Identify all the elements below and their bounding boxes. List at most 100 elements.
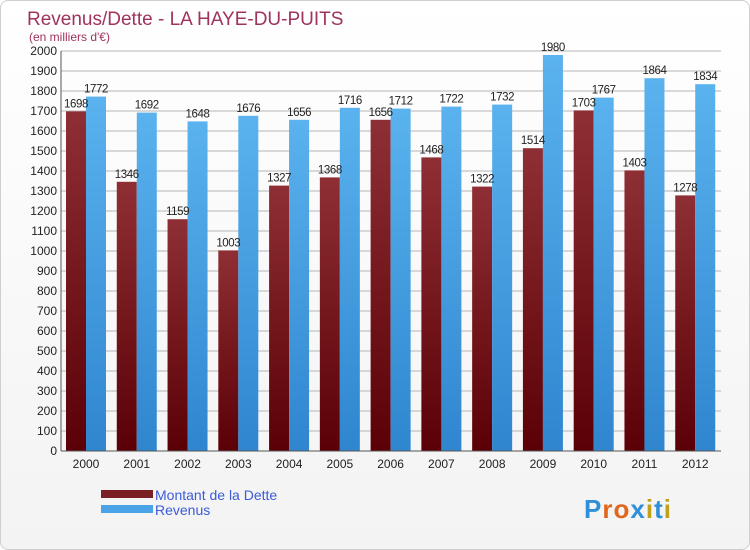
y-tick-label: 1600 (30, 124, 57, 138)
bar-revenus (289, 119, 310, 452)
y-tick-label: 200 (37, 404, 57, 418)
bar-dette (624, 170, 645, 451)
data-label-revenus: 1772 (84, 84, 108, 96)
bar-dette (319, 177, 340, 451)
bar-dette (269, 185, 290, 451)
y-tick-label: 800 (37, 284, 57, 298)
bar-dette (218, 250, 239, 451)
bar-dette (370, 119, 391, 452)
data-label-revenus: 1980 (541, 42, 565, 54)
data-label-revenus: 1864 (642, 65, 667, 77)
data-label-revenus: 1834 (693, 71, 718, 83)
bar-revenus (542, 55, 563, 451)
legend-swatch-revenus (101, 505, 153, 513)
bar-dette (421, 157, 442, 451)
data-label-dette: 1003 (216, 237, 240, 249)
data-label-revenus: 1676 (236, 103, 260, 115)
y-tick-label: 300 (37, 384, 57, 398)
bar-dette (675, 195, 696, 451)
data-label-dette: 1656 (369, 107, 393, 119)
bar-dette (116, 181, 137, 452)
chart-subtitle: (en milliers d'€) (29, 30, 110, 44)
x-tick-label: 2004 (276, 457, 303, 471)
data-label-dette: 1322 (470, 174, 494, 186)
legend-label-revenus: Revenus (155, 502, 210, 518)
y-tick-label: 2000 (30, 44, 57, 58)
y-tick-label: 600 (37, 324, 57, 338)
bar-revenus (695, 84, 716, 451)
y-tick-label: 1700 (30, 104, 57, 118)
data-label-dette: 1278 (673, 182, 697, 194)
x-tick-label: 2000 (73, 457, 100, 471)
bar-dette (522, 148, 543, 451)
y-tick-label: 1900 (30, 64, 57, 78)
bar-dette (573, 110, 594, 452)
data-label-revenus: 1767 (592, 85, 616, 97)
data-label-dette: 1468 (419, 144, 443, 156)
bar-revenus (238, 115, 259, 452)
data-label-dette: 1368 (318, 164, 342, 176)
data-label-dette: 1703 (572, 97, 596, 109)
data-label-revenus: 1656 (287, 107, 311, 119)
bar-revenus (441, 106, 462, 451)
data-label-revenus: 1712 (389, 96, 413, 108)
x-tick-label: 2002 (174, 457, 201, 471)
y-axis-ticks: 0 100 200 300 400 500 600 700 800 900 1000 1100 1200… (30, 44, 57, 458)
data-label-revenus: 1648 (186, 108, 210, 120)
y-tick-label: 400 (37, 364, 57, 378)
x-tick-label: 2010 (580, 457, 607, 471)
bars (66, 55, 716, 452)
data-label-revenus: 1732 (490, 92, 514, 104)
y-tick-label: 1300 (30, 184, 57, 198)
x-tick-label: 2005 (326, 457, 353, 471)
bar-revenus (136, 112, 157, 451)
y-tick-label: 100 (37, 424, 57, 438)
data-label-dette: 1514 (521, 135, 546, 147)
y-tick-label: 1100 (31, 224, 57, 238)
data-label-dette: 1159 (166, 206, 189, 218)
x-tick-label: 2009 (530, 457, 557, 471)
bar-revenus (390, 108, 411, 451)
bar-revenus (492, 104, 513, 451)
data-label-dette: 1403 (622, 157, 646, 169)
bar-revenus (187, 121, 208, 452)
legend: Montant de la Dette Revenus (101, 487, 277, 518)
data-label-revenus: 1716 (338, 95, 362, 107)
data-labels: 1698 1772 1346 1692 1159 1648 1003 1676 1327 1656… (64, 42, 719, 249)
bar-revenus (86, 96, 106, 451)
data-label-revenus: 1692 (135, 100, 159, 112)
x-tick-label: 2001 (123, 457, 150, 471)
legend-label-dette: Montant de la Dette (155, 487, 277, 503)
bar-dette (472, 186, 493, 451)
bar-dette (66, 111, 86, 452)
data-label-revenus: 1722 (439, 94, 463, 106)
data-label-dette: 1346 (115, 169, 139, 181)
y-tick-label: 1400 (30, 164, 57, 178)
y-tick-label: 1000 (30, 244, 57, 258)
y-tick-label: 1500 (30, 144, 57, 158)
x-tick-label: 2003 (225, 457, 252, 471)
x-tick-label: 2008 (479, 457, 506, 471)
x-tick-label: 2011 (632, 457, 658, 471)
y-tick-label: 500 (37, 344, 57, 358)
x-tick-label: 2012 (682, 457, 709, 471)
y-tick-label: 1800 (30, 84, 57, 98)
bar-revenus (644, 78, 665, 451)
y-tick-label: 1200 (30, 204, 57, 218)
bar-dette (167, 219, 188, 451)
chart-title: Revenus/Dette - LA HAYE-DU-PUITS (27, 9, 343, 30)
y-tick-label: 900 (37, 264, 57, 278)
legend-swatch-dette (101, 490, 153, 498)
bar-revenus (339, 107, 360, 452)
y-tick-label: 0 (50, 444, 57, 458)
y-tick-label: 700 (37, 304, 57, 318)
data-label-dette: 1698 (64, 98, 88, 110)
x-tick-label: 2007 (428, 457, 455, 471)
x-axis-ticks: 2000 2001 2002 2003 2004 2005 2006 2007 2008 2009… (73, 457, 709, 471)
bar-revenus (593, 97, 614, 451)
data-label-dette: 1327 (267, 173, 291, 185)
proxiti-logo: Proxiti (584, 494, 672, 524)
x-tick-label: 2006 (377, 457, 404, 471)
